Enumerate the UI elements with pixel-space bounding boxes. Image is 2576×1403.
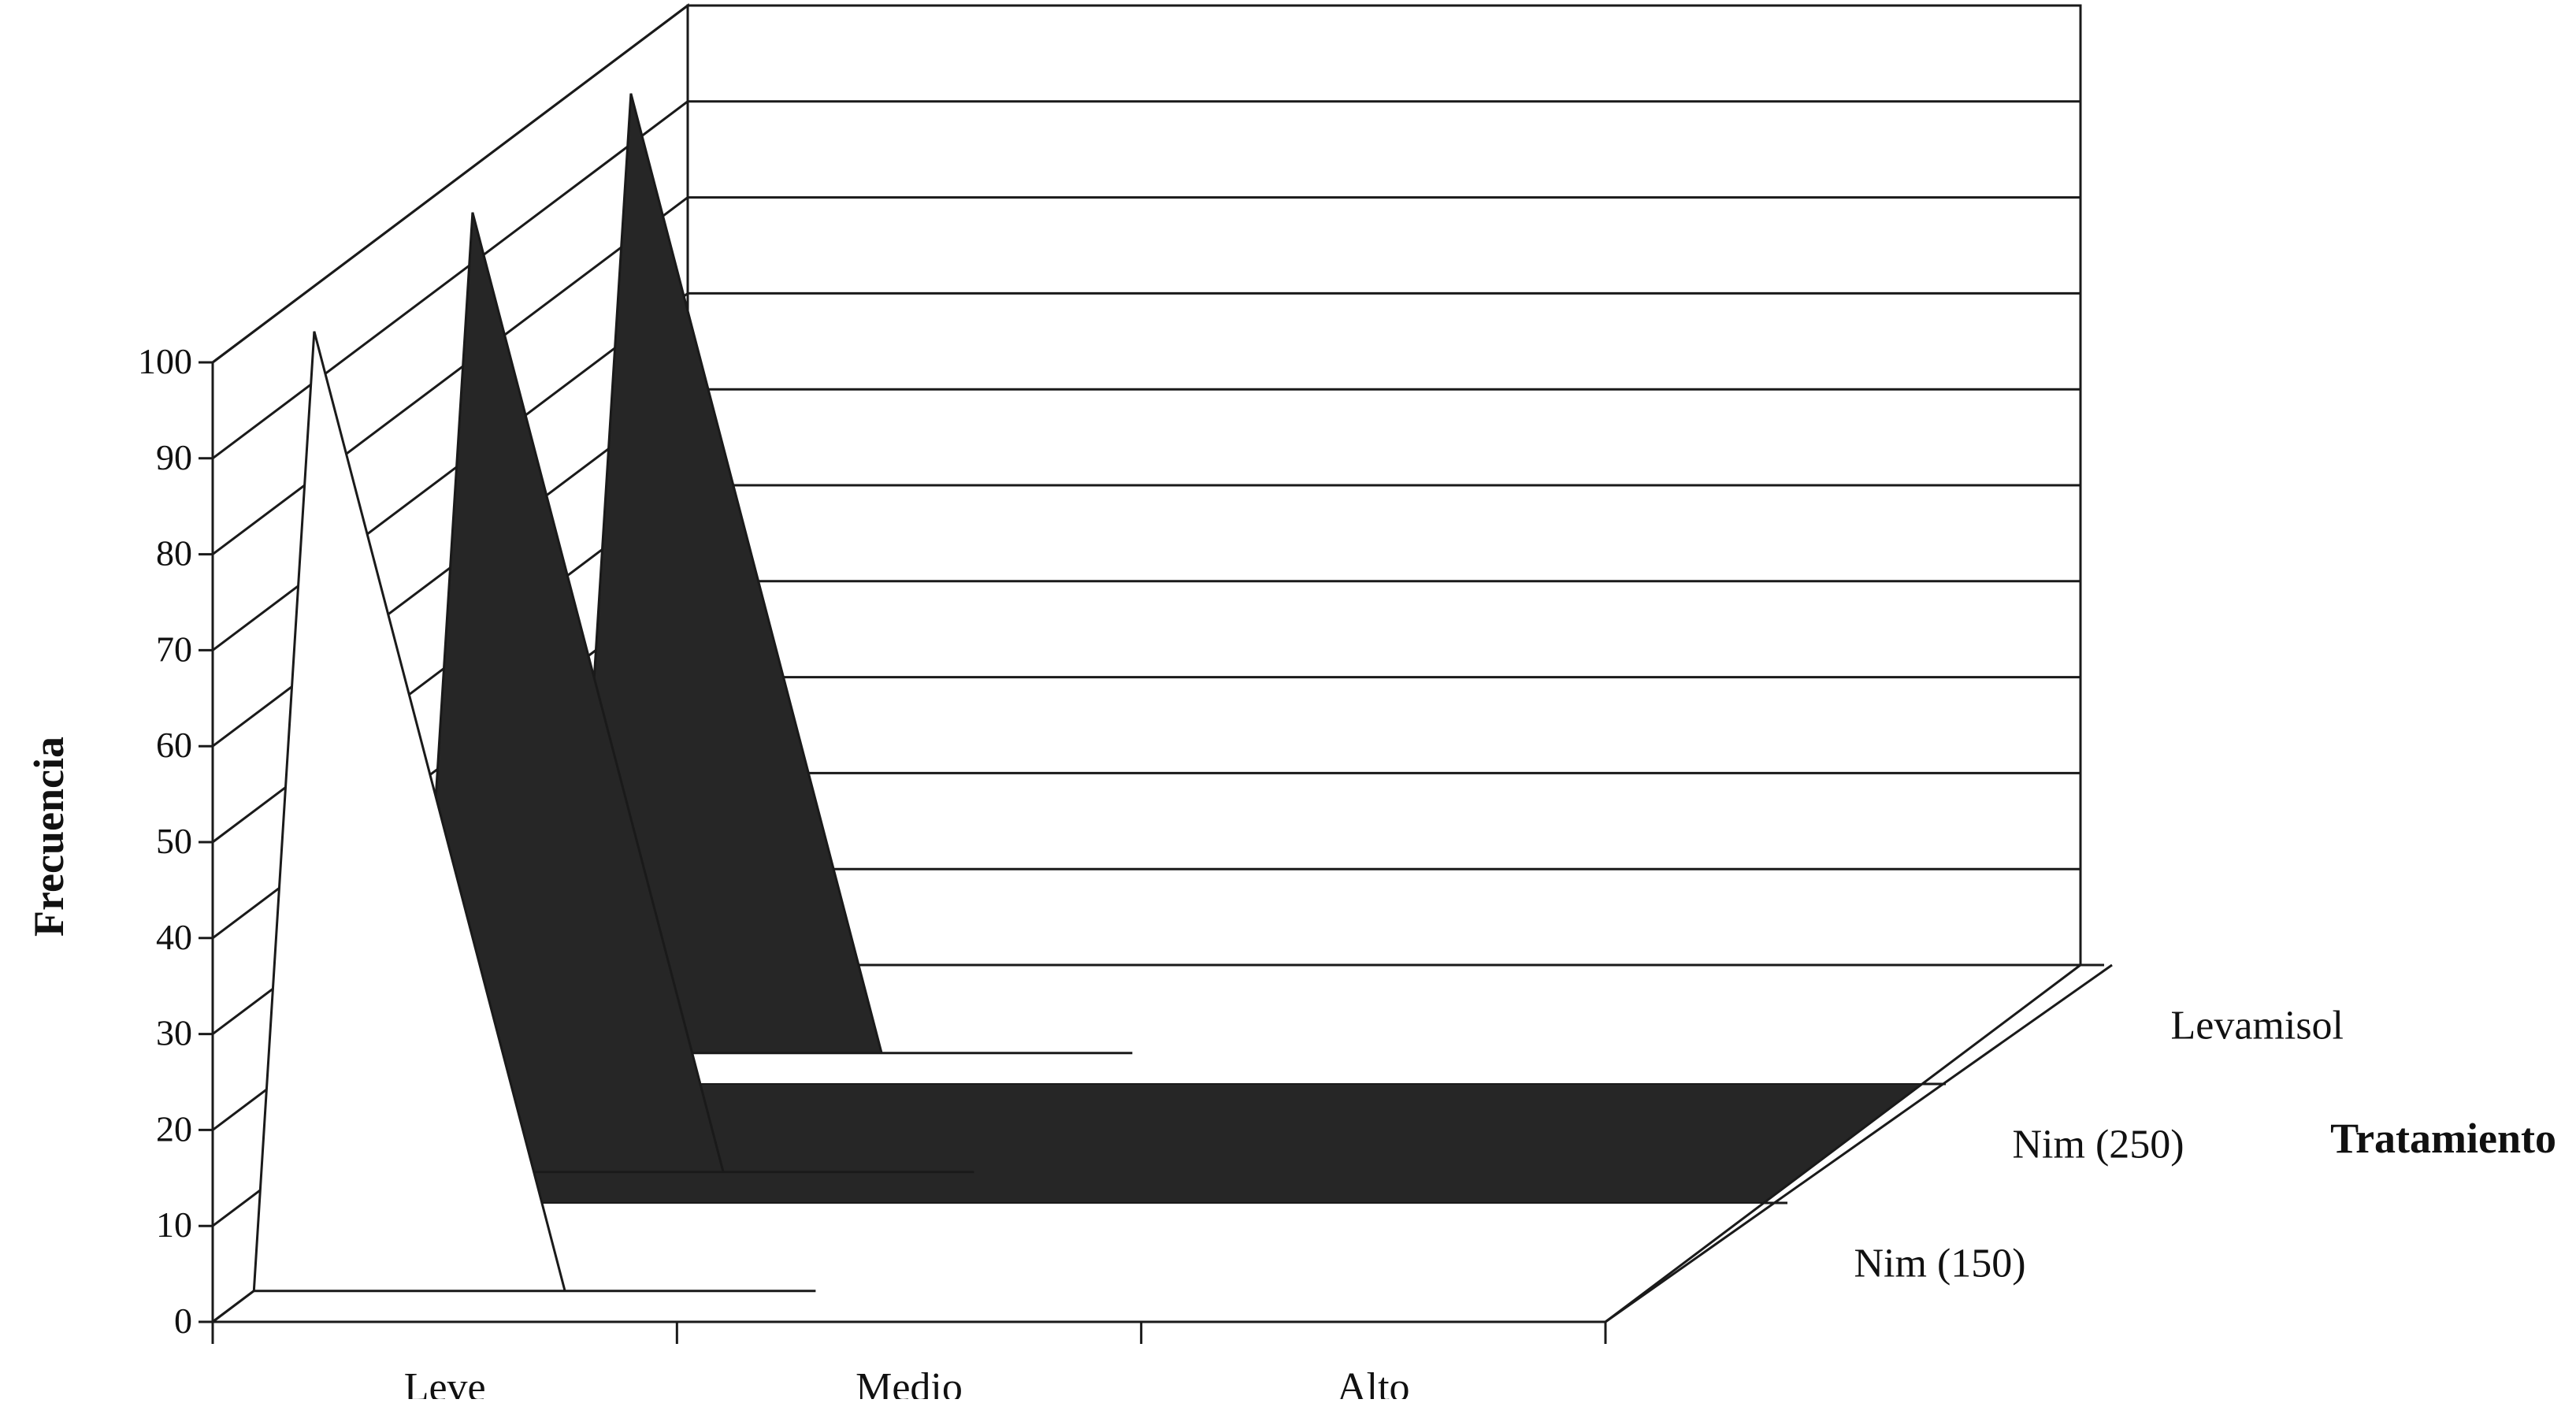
y-axis-title: Frecuencia (25, 737, 72, 937)
y-tick-label-100: 100 (138, 341, 192, 381)
ribbon-nim-150 (252, 331, 816, 1293)
z-axis-line (1605, 963, 2113, 1323)
y-tick-label-80: 80 (156, 533, 192, 573)
gridline-70 (212, 291, 2080, 651)
series-label-nim-250: Nim (250) (2013, 1123, 2184, 1167)
y-tick-label-50: 50 (156, 821, 192, 861)
y-tick-label-10: 10 (156, 1204, 192, 1245)
axes (199, 361, 2113, 1344)
x-tick-label-leve: Leve (404, 1365, 486, 1399)
y-tick-label-20: 20 (156, 1108, 192, 1149)
gridline-80 (212, 196, 2080, 555)
y-tick-label-30: 30 (156, 1013, 192, 1053)
gridline-90 (212, 100, 2080, 459)
series-label-levamisol: Levamisol (2171, 1004, 2344, 1049)
y-tick-label-40: 40 (156, 917, 192, 957)
z-axis-title: Tratamiento (2330, 1115, 2556, 1162)
ribbon-levamisol (569, 93, 1133, 1055)
series-label-nim-150: Nim (150) (1854, 1242, 2026, 1286)
x-tick-label-medio: Medio (856, 1365, 963, 1399)
x-tick-label-alto: Alto (1337, 1365, 1409, 1399)
axis-labels: 0 10 20 30 40 50 60 70 80 90 100 Leve Medio Alto Nim (… (25, 341, 2556, 1403)
series-ribbons (252, 93, 1133, 1293)
ribbon-nim-250 (410, 212, 974, 1174)
y-tick-label-60: 60 (156, 725, 192, 765)
y-tick-label-90: 90 (156, 437, 192, 477)
y-tick-label-70: 70 (156, 629, 192, 669)
y-tick-label-0: 0 (174, 1301, 192, 1341)
gridline-100 (212, 4, 2080, 364)
